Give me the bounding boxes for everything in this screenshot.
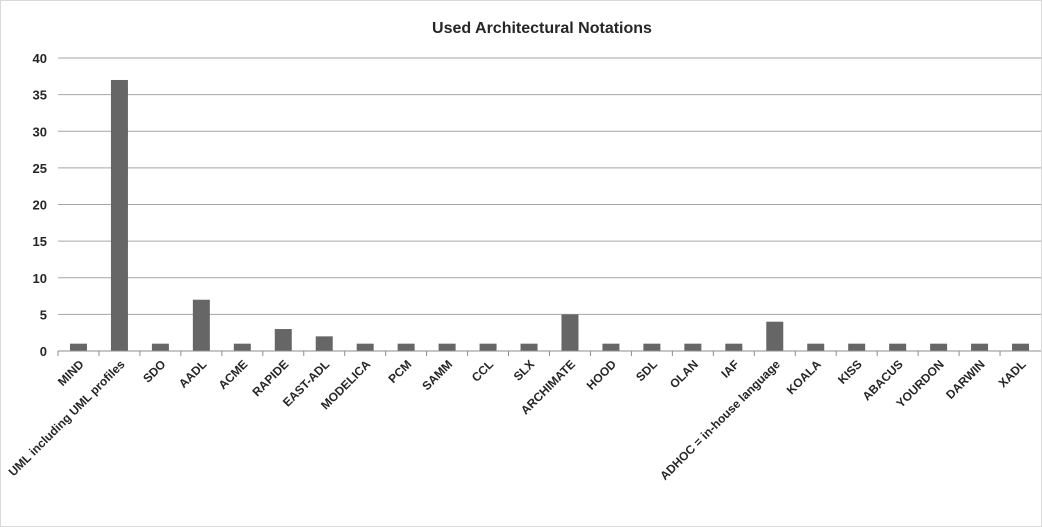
y-tick-label: 35 (33, 88, 47, 103)
bar (602, 343, 620, 351)
x-category-label: SDO (140, 357, 168, 385)
x-category-label: SAMM (419, 357, 455, 393)
bar (520, 343, 538, 351)
bar (356, 343, 374, 351)
y-tick-label: 25 (33, 161, 47, 176)
x-category-label: DARWIN (943, 357, 988, 402)
x-category-label: KISS (835, 357, 865, 387)
bar (725, 343, 743, 351)
bar (684, 343, 702, 351)
y-tick-label: 40 (33, 51, 47, 66)
bar (69, 343, 87, 351)
bar (274, 329, 292, 351)
x-category-label: RAPIDE (249, 357, 291, 399)
x-category-label: ACME (216, 357, 251, 392)
bar (479, 343, 497, 351)
bar (971, 343, 989, 351)
y-tick-label: 30 (33, 124, 47, 139)
bar (848, 343, 866, 351)
gridlines (58, 57, 1041, 315)
x-category-label: XADL (996, 357, 1029, 390)
x-category-label: PCM (386, 357, 415, 386)
bars (57, 79, 1030, 356)
bar (110, 79, 128, 351)
y-tick-label: 10 (33, 271, 47, 286)
y-tick-label: 20 (33, 198, 47, 213)
x-category-label: OLAN (667, 357, 701, 391)
y-tick-label: 0 (40, 344, 47, 359)
x-category-label: AADL (176, 357, 209, 390)
x-category-label: SLX (511, 357, 537, 383)
bar (397, 343, 415, 351)
bar (807, 343, 825, 351)
x-category-label: KOALA (784, 357, 824, 397)
bar (151, 343, 169, 351)
x-category-label: CCL (469, 357, 496, 384)
bar (1012, 343, 1030, 351)
bar (561, 314, 579, 351)
bar (315, 336, 333, 351)
chart-title: Used Architectural Notations (432, 20, 652, 37)
bar (766, 321, 784, 351)
bar (192, 299, 210, 351)
y-tick-label: 5 (40, 307, 47, 322)
y-tick-label: 15 (33, 234, 47, 249)
bar (643, 343, 661, 351)
bar (930, 343, 948, 351)
bar (889, 343, 907, 351)
bar (233, 343, 251, 351)
x-category-label: SDL (633, 357, 660, 384)
x-category-label: HOOD (584, 357, 620, 393)
bar (438, 343, 456, 351)
x-category-label: MIND (55, 357, 87, 389)
x-category-label: IAF (718, 357, 742, 381)
y-axis-ticks: 0 5 10 15 20 25 30 35 40 (33, 51, 47, 359)
